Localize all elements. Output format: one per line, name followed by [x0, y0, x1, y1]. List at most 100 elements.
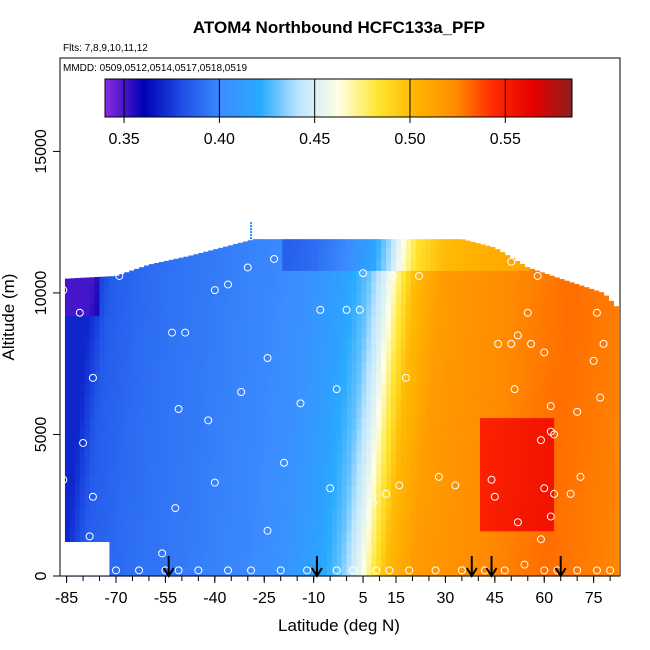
field-cell: [242, 394, 249, 407]
field-cell: [144, 326, 150, 339]
field-cell: [312, 304, 318, 317]
field-cell: [104, 326, 111, 339]
field-cell: [514, 349, 521, 362]
field-cell: [223, 338, 229, 351]
field-cell: [163, 474, 170, 487]
field-cell: [124, 383, 130, 396]
field-cell: [168, 519, 175, 532]
field-cell: [608, 564, 615, 577]
field-cell: [134, 462, 140, 475]
field-cell: [519, 485, 526, 498]
field-cell: [267, 508, 274, 520]
field-cell: [415, 394, 422, 407]
field-cell: [391, 530, 397, 543]
field-cell: [89, 277, 96, 283]
field-cell: [539, 292, 545, 305]
field-cell: [410, 315, 417, 328]
field-cell: [519, 530, 526, 543]
field-cell: [213, 281, 219, 294]
field-cell: [213, 249, 219, 260]
field-cell: [124, 406, 130, 419]
x-tick-label: -85: [55, 590, 78, 607]
field-cell: [287, 564, 293, 577]
field-cell: [564, 451, 570, 464]
field-cell: [203, 304, 209, 317]
field-cell: [119, 417, 125, 430]
field-cell: [554, 428, 560, 441]
field-cell: [415, 239, 422, 249]
field-cell: [371, 474, 377, 487]
field-cell: [297, 394, 303, 407]
field-cell: [613, 542, 619, 554]
field-cell: [257, 372, 264, 385]
field-cell: [282, 292, 288, 305]
field-cell: [168, 292, 175, 305]
field-cell: [465, 349, 471, 362]
field-cell: [544, 440, 550, 453]
field-cell: [524, 326, 531, 339]
field-cell: [381, 239, 387, 249]
field-cell: [257, 508, 264, 520]
field-cell: [603, 462, 610, 475]
field-cell: [247, 383, 254, 396]
field-cell: [381, 451, 387, 464]
field-cell: [139, 338, 145, 351]
field-cell: [124, 564, 130, 577]
field-cell: [168, 338, 175, 351]
field-cell: [252, 417, 259, 430]
field-cell: [307, 530, 313, 543]
field-cell: [272, 451, 279, 464]
field-cell: [114, 485, 120, 498]
field-cell: [124, 462, 130, 475]
field-cell: [559, 474, 565, 487]
field-cell: [480, 247, 486, 260]
field-cell: [351, 428, 358, 441]
field-cell: [608, 394, 615, 407]
field-cell: [302, 383, 308, 396]
field-cell: [361, 406, 367, 419]
field-cell: [588, 383, 595, 396]
field-cell: [326, 281, 333, 294]
field-cell: [391, 428, 397, 441]
field-cell: [465, 281, 471, 294]
sample-point: [533, 271, 542, 280]
field-cell: [391, 485, 397, 498]
field-cell: [465, 553, 471, 566]
field-cell: [277, 417, 283, 430]
field-cell: [371, 462, 377, 475]
field-cell: [232, 462, 239, 475]
field-cell: [539, 530, 545, 543]
field-cell: [356, 394, 363, 407]
field-cell: [593, 372, 600, 385]
field-cell: [74, 338, 81, 351]
field-cell: [460, 417, 466, 430]
field-cell: [400, 372, 407, 385]
field-cell: [134, 304, 140, 317]
sample-point: [566, 489, 575, 498]
field-cell: [64, 304, 71, 317]
field-cell: [568, 349, 575, 362]
field-cell: [386, 564, 392, 577]
field-cell: [297, 258, 303, 271]
field-cell: [425, 304, 432, 317]
field-cell: [475, 243, 481, 249]
field-cell: [262, 360, 269, 373]
field-cell: [346, 304, 353, 317]
field-cell: [465, 519, 471, 532]
field-cell: [420, 315, 427, 328]
field-cell: [450, 315, 456, 328]
field-cell: [198, 394, 204, 407]
field-cell: [104, 451, 111, 464]
field-cell: [484, 553, 491, 566]
field-cell: [262, 462, 269, 475]
field-cell: [514, 406, 521, 419]
field-cell: [381, 292, 387, 305]
field-cell: [104, 440, 111, 453]
field-cell: [237, 462, 244, 475]
field-cell: [114, 281, 120, 294]
field-cell: [89, 485, 96, 498]
field-cell: [242, 304, 249, 317]
field-cell: [183, 304, 190, 317]
field-cell: [455, 383, 461, 396]
sample-point: [457, 566, 466, 575]
